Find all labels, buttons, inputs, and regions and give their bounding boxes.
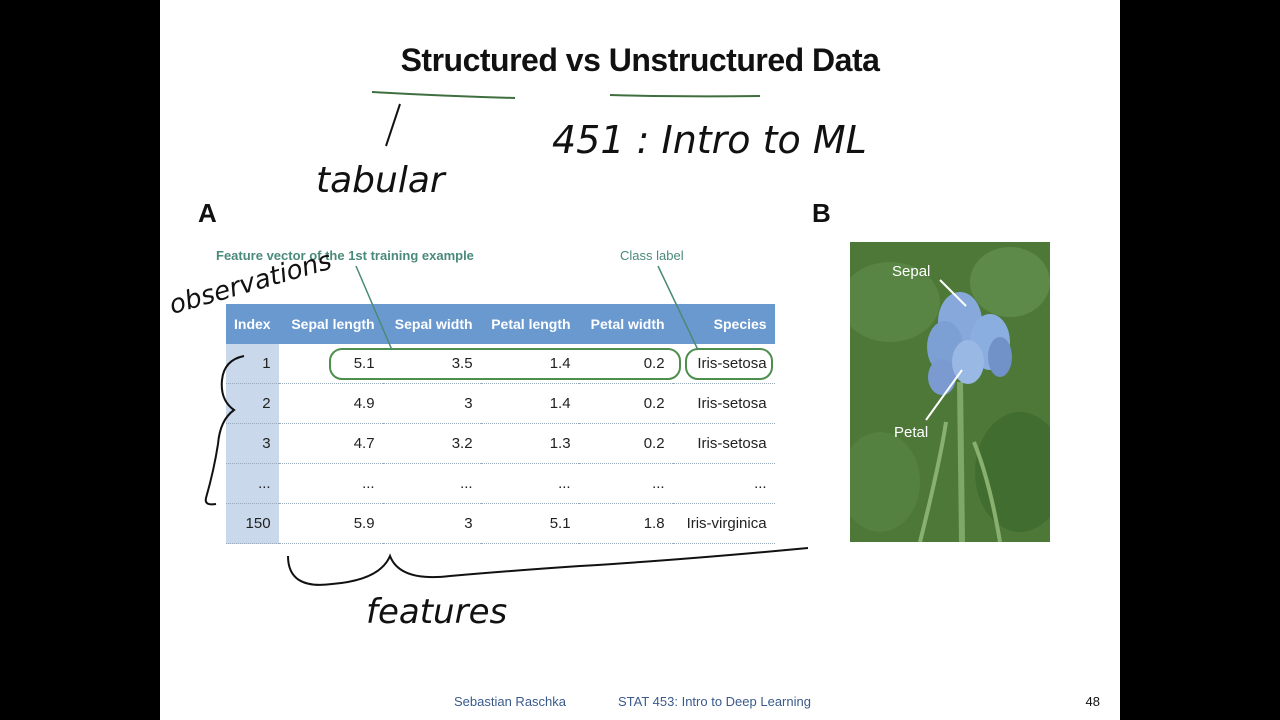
cell-petal-length: 1.4 — [480, 383, 579, 424]
header-petal-length: Petal length — [480, 304, 579, 344]
table-row: ... ... ... ... ... ... — [226, 463, 775, 504]
handwritten-course-note: 451 : Intro to ML — [552, 118, 867, 162]
class-label-annotation: Class label — [620, 248, 684, 263]
sepal-label: Sepal — [892, 263, 931, 280]
cell-species: Iris-setosa — [672, 423, 775, 464]
header-petal-width: Petal width — [578, 304, 673, 344]
header-sepal-width: Sepal width — [382, 304, 481, 344]
header-sepal-length: Sepal length — [278, 304, 383, 344]
petal-label: Petal — [894, 424, 929, 441]
cell-species: Iris-setosa — [672, 383, 775, 424]
panel-b-label: B — [812, 198, 831, 228]
cell-petal-width: 0.2 — [578, 383, 673, 424]
slide: Structured vs Unstructured Data A B Feat… — [160, 0, 1120, 720]
table-row: 2 4.9 3 1.4 0.2 Iris-setosa — [226, 383, 775, 424]
handwritten-features: features — [366, 592, 508, 632]
cell-index: ... — [226, 463, 279, 504]
handwritten-tabular: tabular — [316, 160, 445, 201]
cell-sepal-width: 3 — [382, 503, 481, 544]
cell-sepal-length: 5.9 — [278, 503, 383, 544]
footer-author: Sebastian Raschka — [454, 694, 567, 709]
header-index: Index — [226, 304, 279, 344]
table-row: 3 4.7 3.2 1.3 0.2 Iris-setosa — [226, 423, 775, 464]
iris-flower-illustration — [850, 242, 1050, 542]
header-species: Species — [672, 304, 775, 344]
footer-course: STAT 453: Intro to Deep Learning — [618, 694, 811, 709]
iris-table: Index Sepal length Sepal width Petal len… — [226, 304, 775, 544]
cell-species: Iris-virginica — [672, 503, 775, 544]
cell-petal-width: 0.2 — [578, 423, 673, 464]
cell-species: ... — [672, 463, 775, 504]
cell-species: Iris-setosa — [672, 344, 775, 384]
iris-flower-photo: Sepal Petal — [850, 242, 1050, 542]
cell-petal-width: ... — [578, 463, 673, 504]
table-row: 1 5.1 3.5 1.4 0.2 Iris-setosa — [226, 344, 775, 384]
cell-sepal-width: 3.2 — [382, 423, 481, 464]
feature-vector-annotation: Feature vector of the 1st training examp… — [216, 248, 474, 263]
cell-index: 1 — [226, 344, 279, 384]
cell-petal-width: 1.8 — [578, 503, 673, 544]
cell-index: 3 — [226, 423, 279, 464]
table-row: 150 5.9 3 5.1 1.8 Iris-virginica — [226, 503, 775, 544]
cell-sepal-width: 3.5 — [382, 344, 481, 384]
cell-petal-length: ... — [480, 463, 579, 504]
cell-sepal-length: ... — [278, 463, 383, 504]
page-number: 48 — [1085, 694, 1100, 709]
cell-index: 2 — [226, 383, 279, 424]
cell-sepal-length: 4.7 — [278, 423, 383, 464]
cell-petal-length: 1.4 — [480, 344, 579, 384]
cell-sepal-length: 5.1 — [278, 344, 383, 384]
cell-index: 150 — [226, 503, 279, 544]
cell-sepal-length: 4.9 — [278, 383, 383, 424]
ink-overlay — [204, 91, 809, 586]
cell-sepal-width: 3 — [382, 383, 481, 424]
cell-petal-length: 1.3 — [480, 423, 579, 464]
panel-a-label: A — [198, 198, 217, 228]
table-header-row: Index Sepal length Sepal width Petal len… — [226, 304, 775, 344]
slide-title: Structured vs Unstructured Data — [400, 42, 880, 78]
cell-sepal-width: ... — [382, 463, 481, 504]
cell-petal-width: 0.2 — [578, 344, 673, 384]
cell-petal-length: 5.1 — [480, 503, 579, 544]
